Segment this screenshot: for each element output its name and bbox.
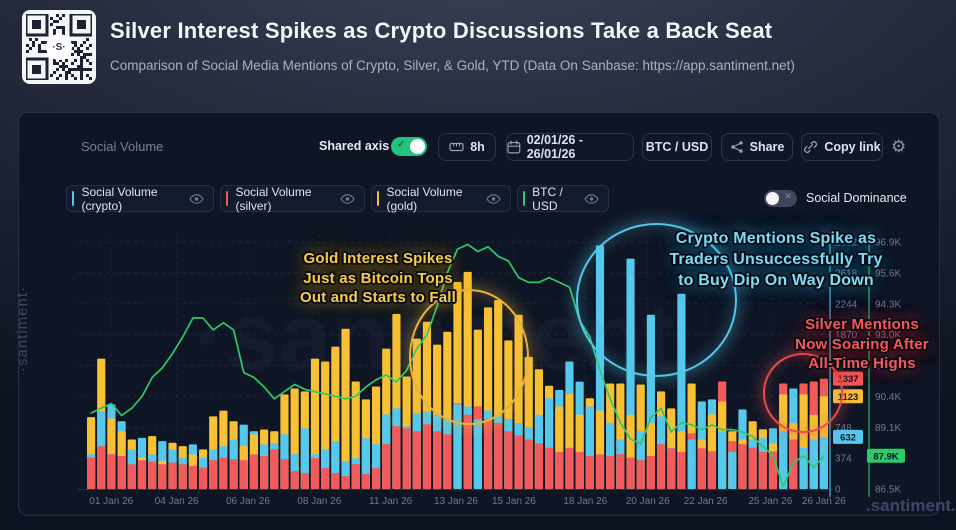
social-dominance-label: Social Dominance xyxy=(806,191,907,205)
svg-text:25 Jan 26: 25 Jan 26 xyxy=(748,496,792,507)
svg-text:91.7K: 91.7K xyxy=(875,361,901,372)
x-icon: ✕ xyxy=(784,191,792,201)
shared-axis-label: Shared axis xyxy=(319,139,390,153)
eye-icon[interactable] xyxy=(340,193,355,204)
chart-panel: Social Volume Shared axis ✓ 8h 02/01/26 … xyxy=(18,112,940,516)
svg-text:11 Jan 26: 11 Jan 26 xyxy=(369,496,413,507)
check-icon: ✓ xyxy=(397,139,406,150)
svg-text:86.5K: 86.5K xyxy=(875,485,901,496)
date-range-label: 02/01/26 - 26/01/26 xyxy=(526,133,584,161)
annotation-line: Traders Unsuccessfully Try xyxy=(669,250,883,268)
svg-text:1496: 1496 xyxy=(835,361,858,372)
svg-text:93.0K: 93.0K xyxy=(875,330,901,341)
svg-text:89.1K: 89.1K xyxy=(875,423,901,434)
svg-text:2244: 2244 xyxy=(835,299,858,310)
legend-label: Social Volume (crypto) xyxy=(81,184,158,213)
annotation-line: Out and Starts to Fall xyxy=(299,289,457,306)
annotation-line: Just as Bitcoin Tops xyxy=(303,269,453,287)
svg-text:04 Jan 26: 04 Jan 26 xyxy=(155,496,199,507)
interval-label: 8h xyxy=(470,140,485,154)
svg-text:96.9K: 96.9K xyxy=(875,238,901,249)
svg-text:2992: 2992 xyxy=(835,238,858,249)
qr-code: ·S· xyxy=(22,10,96,84)
annotation-line: Silver Mentions xyxy=(805,316,919,333)
svg-text:90.4K: 90.4K xyxy=(875,392,901,403)
silver-annotation: Silver Mentions Now Soaring After All-Ti… xyxy=(786,315,938,374)
eye-icon[interactable] xyxy=(189,193,204,204)
svg-text:0: 0 xyxy=(835,485,841,496)
svg-text:632: 632 xyxy=(840,432,856,443)
legend-chip-gold[interactable]: Social Volume (gold) xyxy=(371,184,511,213)
svg-text:1337: 1337 xyxy=(837,374,858,385)
copy-link-button[interactable]: Copy link xyxy=(801,133,883,161)
svg-text:2618: 2618 xyxy=(835,268,858,279)
svg-text:08 Jan 26: 08 Jan 26 xyxy=(297,496,341,507)
shared-axis-toggle[interactable]: ✓ xyxy=(391,137,427,156)
legend-chip-silver[interactable]: Social Volume (silver) xyxy=(220,184,365,213)
qr-pattern xyxy=(26,14,92,80)
interval-icon xyxy=(449,142,464,152)
calendar-icon xyxy=(507,140,521,154)
share-icon xyxy=(730,141,743,153)
annotation-line: to Buy Dip On Way Down xyxy=(678,271,874,289)
gear-icon[interactable]: ⚙ xyxy=(891,137,907,156)
legend-label: Social Volume (silver) xyxy=(235,184,312,213)
svg-text:20 Jan 26: 20 Jan 26 xyxy=(626,496,670,507)
pair-label: BTC / USD xyxy=(645,140,709,154)
svg-text:94.3K: 94.3K xyxy=(875,299,901,310)
svg-text:18 Jan 26: 18 Jan 26 xyxy=(563,496,607,507)
legend-label: Social Volume (gold) xyxy=(386,184,463,213)
silver-color-bar xyxy=(226,191,229,206)
svg-text:748: 748 xyxy=(835,423,852,434)
legend-chip-btc[interactable]: BTC / USD xyxy=(517,184,609,213)
annotation-line: Now Soaring After xyxy=(795,335,929,353)
svg-text:06 Jan 26: 06 Jan 26 xyxy=(226,496,270,507)
watermark-bottom-right: .santiment. xyxy=(866,496,956,515)
gold-annotation: Gold Interest Spikes Just as Bitcoin Top… xyxy=(283,249,473,308)
legend-label: BTC / USD xyxy=(532,184,563,213)
svg-text:95.6K: 95.6K xyxy=(875,268,901,279)
svg-text:374: 374 xyxy=(835,454,852,465)
btc-color-bar xyxy=(523,191,526,206)
annotation-line: Crypto Mentions Spike as xyxy=(675,230,877,247)
svg-text:87.9K: 87.9K xyxy=(873,451,898,462)
svg-text:1870: 1870 xyxy=(835,330,858,341)
svg-text:22 Jan 26: 22 Jan 26 xyxy=(684,496,728,507)
pair-button[interactable]: BTC / USD xyxy=(642,133,712,161)
metric-label: Social Volume xyxy=(81,139,164,154)
copy-link-label: Copy link xyxy=(824,140,881,154)
share-button[interactable]: Share xyxy=(721,133,793,161)
gold-color-bar xyxy=(377,191,380,206)
crypto-color-bar xyxy=(72,191,75,206)
page-subtitle: Comparison of Social Media Mentions of C… xyxy=(110,58,795,73)
eye-icon[interactable] xyxy=(584,193,599,204)
share-label: Share xyxy=(749,140,785,154)
eye-icon[interactable] xyxy=(486,193,501,204)
date-range-button[interactable]: 02/01/26 - 26/01/26 xyxy=(506,133,634,161)
watermark-left: ·santiment· xyxy=(14,285,31,373)
crypto-annotation: Crypto Mentions Spike as Traders Unsucce… xyxy=(642,229,910,291)
svg-text:01 Jan 26: 01 Jan 26 xyxy=(89,496,133,507)
toggle-knob xyxy=(766,192,779,205)
legend-chip-crypto[interactable]: Social Volume (crypto) xyxy=(66,184,214,213)
link-icon xyxy=(804,141,818,153)
annotation-line: All-Time Highs xyxy=(808,355,916,372)
svg-text:13 Jan 26: 13 Jan 26 xyxy=(434,496,478,507)
svg-text:15 Jan 26: 15 Jan 26 xyxy=(492,496,536,507)
chart-canvas[interactable]: 037474811221496187022442618299286.5K87.8… xyxy=(19,113,939,515)
santiment-logo: ·S· xyxy=(46,34,72,60)
social-dominance-toggle[interactable]: ✕ xyxy=(764,190,797,207)
interval-button[interactable]: 8h xyxy=(438,133,496,161)
svg-text:26 Jan 26: 26 Jan 26 xyxy=(802,496,846,507)
svg-text:1123: 1123 xyxy=(838,392,859,403)
annotation-line: Gold Interest Spikes xyxy=(303,250,453,267)
toggle-knob xyxy=(410,139,425,154)
page-title: Silver Interest Spikes as Crypto Discuss… xyxy=(110,18,773,43)
